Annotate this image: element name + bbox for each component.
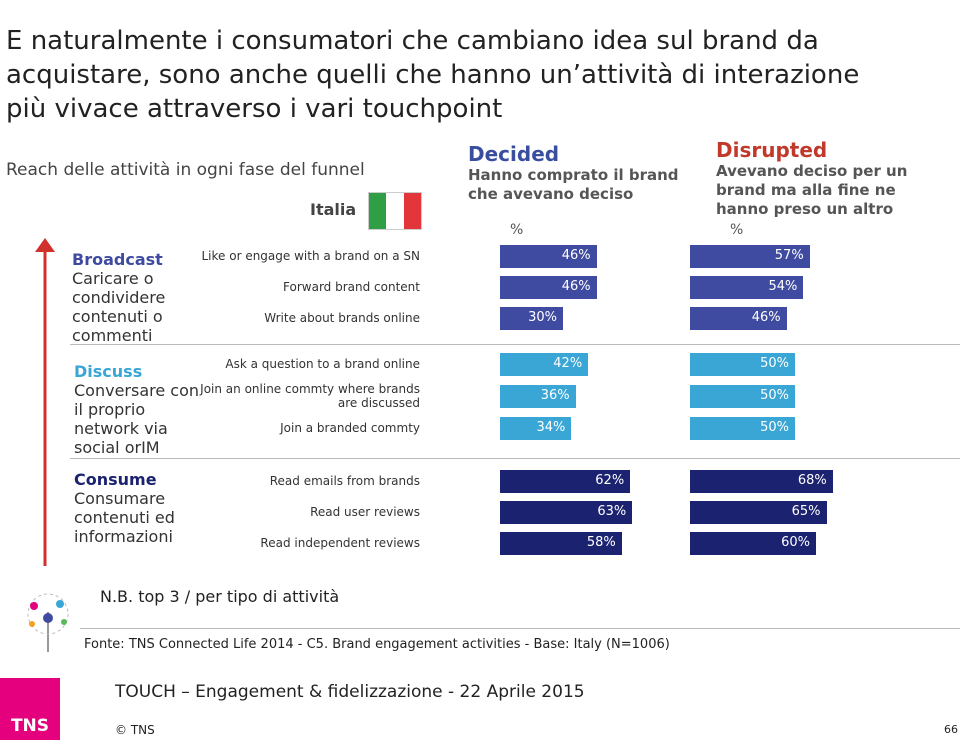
network-icon <box>27 593 69 652</box>
group-name: Discuss <box>74 362 143 381</box>
bar: 46% <box>690 307 787 330</box>
series-description: Avevano deciso per un brand ma alla fine… <box>716 162 908 218</box>
bar: 34% <box>500 417 572 440</box>
category-label: Forward brand content <box>283 280 420 294</box>
bar: 36% <box>500 385 576 408</box>
category-label: Read user reviews <box>310 505 420 519</box>
country: Italia <box>310 200 357 219</box>
value-label: 60% <box>781 535 810 550</box>
value-label: 34% <box>536 420 566 435</box>
value-label: 57% <box>774 248 804 263</box>
category-label: Write about brands online <box>264 311 420 325</box>
series-name: Decided <box>468 142 560 166</box>
bar: 54% <box>690 276 804 299</box>
value-label: 54% <box>768 279 798 294</box>
separator <box>70 458 960 459</box>
value-label: 50% <box>760 356 789 371</box>
value-label: 30% <box>528 310 557 325</box>
footer: TOUCH – Engagement & fidelizzazione - 22… <box>115 682 585 702</box>
value-label: 68% <box>797 473 827 488</box>
logo: TNS <box>0 678 60 740</box>
bar: 68% <box>690 470 833 493</box>
value-label: 50% <box>760 420 789 435</box>
group-name: Consume <box>74 470 157 489</box>
flag <box>368 192 422 230</box>
subtitle: Reach delle attività in ogni fase del fu… <box>6 160 365 180</box>
bar: 50% <box>690 385 795 408</box>
bar: 65% <box>690 501 827 524</box>
copyright: © TNS <box>115 723 155 737</box>
value-label: 50% <box>760 388 789 403</box>
category-label: Join an online commty where brands are d… <box>200 382 420 410</box>
separator <box>70 344 960 345</box>
separator <box>80 628 960 629</box>
source: Fonte: TNS Connected Life 2014 - C5. Bra… <box>84 637 670 652</box>
bar: 46% <box>500 245 597 268</box>
value-label: 65% <box>791 504 821 519</box>
title-line: E naturalmente i consumatori che cambian… <box>6 26 819 56</box>
value-label: 62% <box>595 473 625 488</box>
bar: 62% <box>500 470 631 493</box>
unit-label: % <box>730 222 744 238</box>
group-description: Conversare con il proprio network via so… <box>74 381 200 457</box>
category-label: Read independent reviews <box>260 536 420 550</box>
bar: 57% <box>690 245 810 268</box>
bar: 63% <box>500 501 633 524</box>
value-label: 46% <box>561 279 591 294</box>
category-label: Like or engage with a brand on a SN <box>201 249 420 263</box>
category-label: Join a branded commty <box>280 421 420 435</box>
group-name: Broadcast <box>72 250 163 269</box>
value-label: 46% <box>751 310 781 325</box>
bar: 50% <box>690 417 795 440</box>
bar: 60% <box>690 532 816 555</box>
value-label: 58% <box>586 535 616 550</box>
value-label: 36% <box>540 388 570 403</box>
title-line: acquistare, sono anche quelli che hanno … <box>6 60 860 90</box>
title-line: più vivace attraverso i vari touchpoint <box>6 94 503 124</box>
series-name: Disrupted <box>716 138 828 162</box>
value-label: 42% <box>553 356 583 371</box>
funnel-arrow <box>35 238 55 566</box>
value-label: 63% <box>597 504 627 519</box>
value-label: 46% <box>561 248 591 263</box>
unit-label: % <box>510 222 524 238</box>
bar: 50% <box>690 353 795 376</box>
category-label: Read emails from brands <box>269 474 420 488</box>
bar: 58% <box>500 532 622 555</box>
note: N.B. top 3 / per tipo di attività <box>100 587 340 606</box>
bar: 42% <box>500 353 589 376</box>
bar: 46% <box>500 276 597 299</box>
page-number: 66 <box>944 723 958 736</box>
bar: 30% <box>500 307 563 330</box>
group-description: Consumare contenuti ed informazioni <box>74 489 175 546</box>
group-description: Caricare o condividere contenuti o comme… <box>72 269 166 345</box>
category-label: Ask a question to a brand online <box>225 357 420 371</box>
series-description: Hanno comprato il brand che avevano deci… <box>468 166 679 203</box>
